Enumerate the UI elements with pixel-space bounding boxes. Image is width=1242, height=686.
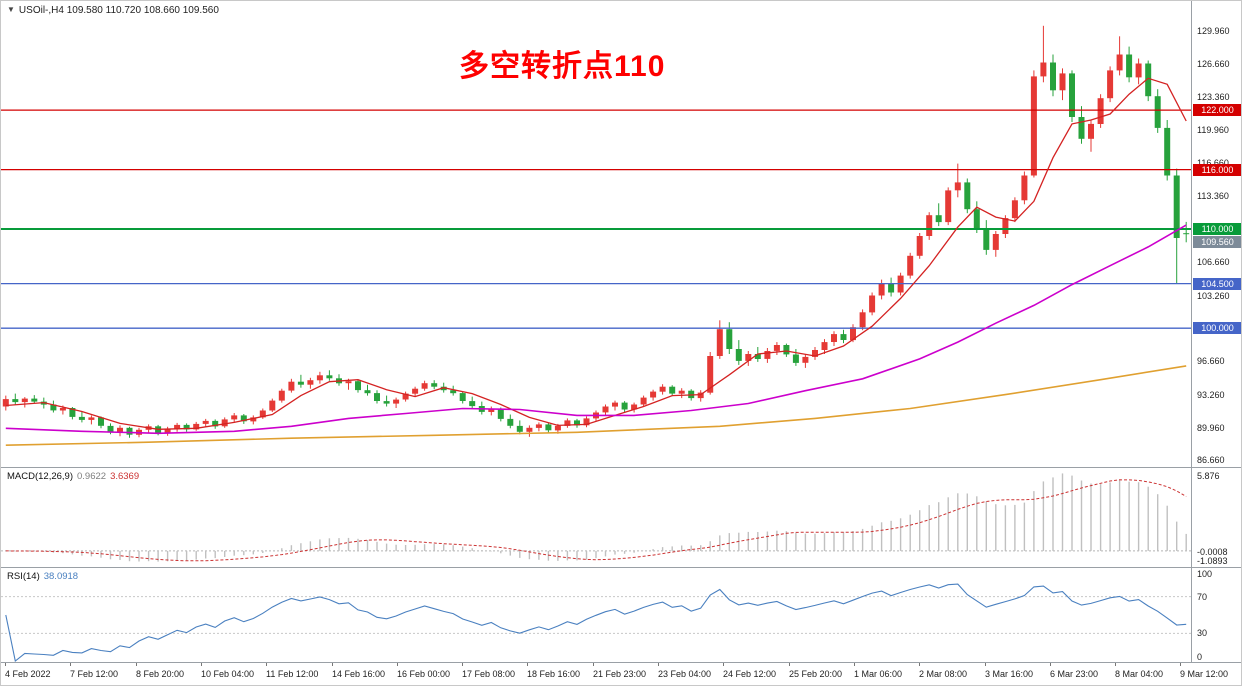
indicator-axis-label: 100 bbox=[1197, 569, 1213, 579]
price-tick-label: 113.360 bbox=[1197, 191, 1229, 201]
time-label: 3 Mar 16:00 bbox=[985, 669, 1034, 679]
indicator-axis-label: 5.876 bbox=[1197, 471, 1220, 481]
time-tick bbox=[854, 663, 855, 666]
time-label: 8 Feb 20:00 bbox=[136, 669, 185, 679]
time-scale[interactable]: 4 Feb 2022 7 Feb 12:00 8 Feb 20:00 10 Feb 0… bbox=[1, 663, 1241, 685]
time-tick bbox=[1115, 663, 1116, 666]
time-tick bbox=[1180, 663, 1181, 666]
indicator-axis-label: -0.0008 bbox=[1197, 547, 1228, 557]
indicator-axis-label: 30 bbox=[1197, 628, 1208, 638]
time-tick bbox=[462, 663, 463, 666]
time-tick bbox=[70, 663, 71, 666]
hline-price-tag: 116.000 bbox=[1193, 164, 1241, 176]
time-label: 17 Feb 08:00 bbox=[462, 669, 516, 679]
symbol-info-bar: ▼ USOil-,H4 109.580 110.720 108.660 109.5… bbox=[7, 5, 219, 16]
symbol-ohlc-text: USOil-,H4 109.580 110.720 108.660 109.56… bbox=[18, 5, 219, 16]
price-tick-label: 86.660 bbox=[1197, 455, 1225, 465]
time-tick bbox=[136, 663, 137, 666]
time-label: 7 Feb 12:00 bbox=[70, 669, 119, 679]
time-label: 9 Mar 12:00 bbox=[1180, 669, 1229, 679]
price-tick-label: 123.360 bbox=[1197, 92, 1230, 102]
macd-name: MACD(12,26,9) bbox=[7, 471, 73, 482]
time-tick bbox=[201, 663, 202, 666]
price-tick-label: 126.660 bbox=[1197, 59, 1230, 69]
panel-separator[interactable] bbox=[1, 567, 1241, 568]
rsi-plot[interactable] bbox=[1, 568, 1191, 662]
price-tick-label: 106.660 bbox=[1197, 257, 1230, 267]
panel-separator[interactable] bbox=[1, 467, 1241, 468]
time-label: 25 Feb 20:00 bbox=[789, 669, 843, 679]
time-label: 1 Mar 06:00 bbox=[854, 669, 903, 679]
macd-plot[interactable] bbox=[1, 468, 1191, 567]
time-tick bbox=[266, 663, 267, 666]
rsi-value: 38.0918 bbox=[43, 571, 79, 582]
current-price-tag: 109.560 bbox=[1193, 236, 1241, 248]
macd-indicator-label: MACD(12,26,9) 0.9622 3.6369 bbox=[7, 471, 139, 482]
hline-price-tag: 104.500 bbox=[1193, 278, 1241, 290]
time-tick bbox=[397, 663, 398, 666]
price-tick-label: 89.960 bbox=[1197, 423, 1225, 433]
time-label: 8 Mar 04:00 bbox=[1115, 669, 1164, 679]
time-tick bbox=[985, 663, 986, 666]
time-label: 11 Feb 12:00 bbox=[266, 669, 319, 679]
rsi-name: RSI(14) bbox=[7, 571, 40, 582]
indicator-axis-label: 70 bbox=[1197, 592, 1208, 602]
time-label: 24 Feb 12:00 bbox=[723, 669, 777, 679]
time-tick bbox=[332, 663, 333, 666]
time-label: 2 Mar 08:00 bbox=[919, 669, 968, 679]
time-tick bbox=[789, 663, 790, 666]
time-label: 21 Feb 23:00 bbox=[593, 669, 647, 679]
time-tick bbox=[1050, 663, 1051, 666]
time-tick bbox=[658, 663, 659, 666]
price-tick-label: 116.660 bbox=[1197, 158, 1229, 168]
rsi-indicator-label: RSI(14) 38.0918 bbox=[7, 571, 78, 582]
hline-price-tag: 110.000 bbox=[1193, 223, 1241, 235]
macd-signal-value: 3.6369 bbox=[110, 471, 140, 482]
time-tick bbox=[527, 663, 528, 666]
time-label: 18 Feb 16:00 bbox=[527, 669, 581, 679]
one-click-trading-toggle-icon[interactable]: ▼ bbox=[7, 5, 15, 14]
time-label: 16 Feb 00:00 bbox=[397, 669, 451, 679]
time-label: 14 Feb 16:00 bbox=[332, 669, 386, 679]
price-tick-label: 119.960 bbox=[1197, 125, 1229, 135]
price-tick-label: 96.660 bbox=[1197, 356, 1225, 366]
time-label: 6 Mar 23:00 bbox=[1050, 669, 1099, 679]
time-tick bbox=[593, 663, 594, 666]
chart-annotation-text[interactable]: 多空转折点110 bbox=[459, 50, 666, 83]
time-label: 23 Feb 04:00 bbox=[658, 669, 712, 679]
time-tick bbox=[5, 663, 6, 666]
candlestick-plot[interactable] bbox=[1, 1, 1191, 467]
price-tick-label: 93.260 bbox=[1197, 390, 1225, 400]
hline-price-tag: 122.000 bbox=[1193, 104, 1241, 116]
rsi-panel[interactable]: RSI(14) 38.0918 bbox=[1, 568, 1191, 662]
price-chart-panel[interactable]: ▼ USOil-,H4 109.580 110.720 108.660 109.5… bbox=[1, 1, 1191, 467]
indicator-axis-label: 0 bbox=[1197, 652, 1203, 662]
time-tick bbox=[723, 663, 724, 666]
time-tick bbox=[919, 663, 920, 666]
indicator-axis-label: -1.0893 bbox=[1197, 556, 1228, 566]
macd-main-value: 0.9622 bbox=[77, 471, 107, 482]
price-scale[interactable]: 129.960 126.660 123.360 119.960 116.660 113.3… bbox=[1191, 1, 1241, 663]
price-tick-label: 103.260 bbox=[1197, 291, 1230, 301]
panel-separator[interactable] bbox=[1, 662, 1241, 663]
hline-price-tag: 100.000 bbox=[1193, 322, 1241, 334]
time-label: 10 Feb 04:00 bbox=[201, 669, 255, 679]
macd-panel[interactable]: MACD(12,26,9) 0.9622 3.6369 bbox=[1, 468, 1191, 567]
time-label: 4 Feb 2022 bbox=[5, 669, 51, 679]
price-tick-label: 129.960 bbox=[1197, 26, 1230, 36]
